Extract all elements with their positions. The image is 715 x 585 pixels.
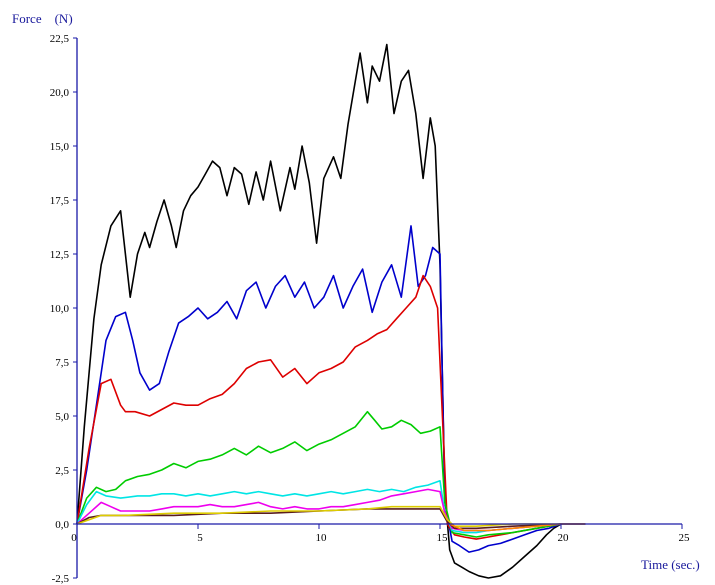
- series-line-5: [76, 479, 586, 534]
- series-line-7: [76, 508, 586, 530]
- series-line-8: [76, 505, 586, 528]
- x-tick-label: 15: [437, 532, 449, 544]
- series-line-9: [449, 523, 586, 532]
- y-tick-label: 22,5: [50, 33, 70, 45]
- x-tick-label: 25: [679, 532, 691, 544]
- y-tick-label: 15,0: [50, 141, 70, 153]
- x-tick-label: 10: [316, 532, 328, 544]
- y-tick-label: 20,0: [50, 87, 70, 99]
- series-line-1: [76, 43, 586, 579]
- y-ticks: -2,5 0,0 2,5 5,0 7,5 10,0 12,5 17,5 15,0 20,0 22,5: [50, 33, 77, 585]
- x-tick-label: 5: [197, 532, 203, 544]
- series-line-2: [76, 225, 586, 553]
- y-tick-label: 5,0: [55, 411, 69, 423]
- series-line-4: [76, 410, 586, 538]
- y-tick-label: 7,5: [55, 357, 69, 369]
- y-tick-label: 0,0: [55, 519, 69, 531]
- x-axis-label: Time (sec.): [641, 557, 700, 572]
- x-ticks: 0 5 10 15 20 25: [71, 524, 690, 544]
- series-layer: [76, 43, 586, 579]
- x-tick-label: 0: [71, 532, 77, 544]
- y-tick-label: -2,5: [52, 573, 70, 585]
- y-tick-label: 17,5: [50, 195, 70, 207]
- x-tick-label: 20: [558, 532, 570, 544]
- y-axis-label: Force (N): [12, 11, 73, 26]
- series-line-3: [76, 274, 586, 540]
- y-tick-label: 10,0: [50, 303, 70, 315]
- y-tick-label: 12,5: [50, 249, 70, 261]
- y-tick-label: 2,5: [55, 465, 69, 477]
